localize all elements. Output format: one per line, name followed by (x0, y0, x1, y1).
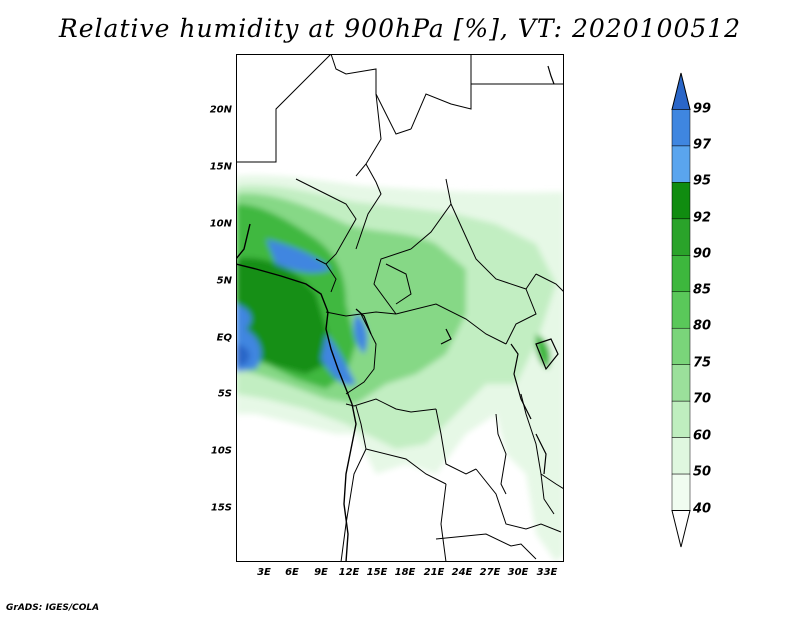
lon-label-30e: 30E (507, 567, 529, 578)
colorbar-segment (671, 291, 691, 329)
colorbar-label-75: 75 (693, 355, 712, 371)
colorbar-segment (671, 364, 691, 402)
colorbar-segment (671, 145, 691, 183)
humidity-band-95-b (266, 239, 331, 273)
colorbar-bottom-arrow (671, 510, 691, 548)
colorbar-label-50: 50 (693, 464, 712, 480)
lon-label-21e: 21E (423, 567, 445, 578)
colorbar-label-99: 99 (693, 101, 712, 117)
lat-label-10s: 10S (210, 445, 232, 457)
lon-label-33e: 33E (536, 567, 558, 578)
colorbar-label-60: 60 (693, 428, 712, 444)
grads-credit: GrADS: IGES/COLA (6, 603, 100, 613)
lat-label-10n: 10N (209, 218, 232, 230)
colorbar-segment (671, 182, 691, 220)
humidity-band-95-d (353, 314, 368, 354)
colorbar-label-95: 95 (693, 173, 712, 189)
lat-label-15n: 15N (209, 161, 232, 173)
colorbar-label-92: 92 (693, 210, 712, 226)
lon-label-24e: 24E (451, 567, 473, 578)
colorbar-label-70: 70 (693, 391, 712, 407)
lon-label-12e: 12E (338, 567, 360, 578)
colorbar (671, 72, 691, 548)
colorbar-label-40: 40 (693, 501, 712, 517)
lon-label-6e: 6E (285, 567, 299, 578)
lat-label-20n: 20N (209, 104, 232, 116)
country-borders (236, 54, 564, 562)
coastline (236, 223, 357, 562)
colorbar-segment (671, 400, 691, 438)
colorbar-segment (671, 109, 691, 147)
lon-label-27e: 27E (479, 567, 501, 578)
humidity-band-97 (236, 344, 250, 366)
colorbar-segment (671, 327, 691, 365)
humidity-map (236, 54, 564, 562)
map-title: Relative humidity at 900hPa [%], VT: 202… (58, 14, 742, 43)
colorbar-segment (671, 473, 691, 511)
lon-label-18e: 18E (394, 567, 416, 578)
colorbar-segment (671, 218, 691, 256)
lon-label-3e: 3E (257, 567, 271, 578)
humidity-field (236, 175, 564, 562)
lakes-and-rivers (355, 65, 559, 475)
lon-label-15e: 15E (366, 567, 388, 578)
lat-label-5s: 5S (217, 388, 232, 400)
colorbar-segment (671, 437, 691, 475)
lon-label-9e: 9E (314, 567, 328, 578)
colorbar-label-90: 90 (693, 246, 712, 262)
colorbar-label-97: 97 (693, 137, 712, 153)
lat-label-5n: 5N (216, 275, 232, 287)
lat-label-eq: EQ (216, 332, 232, 344)
lat-label-15s: 15S (210, 502, 232, 514)
colorbar-label-85: 85 (693, 282, 712, 298)
colorbar-segment (671, 255, 691, 293)
colorbar-top-arrow (671, 72, 691, 110)
colorbar-label-80: 80 (693, 318, 712, 334)
